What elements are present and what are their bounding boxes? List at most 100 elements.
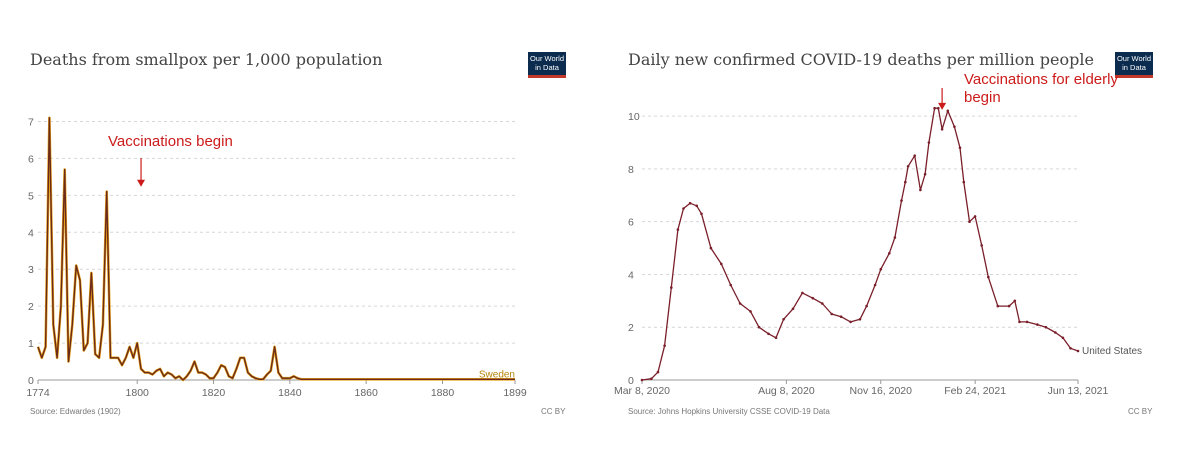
x-tick-label: Nov 16, 2020 [850,385,913,397]
data-point [656,370,660,374]
smallpox-chart-panel: Deaths from smallpox per 1,000 populatio… [26,50,566,416]
y-tick-label: 5 [28,190,34,202]
chart-title: Deaths from smallpox per 1,000 populatio… [30,50,383,69]
x-tick-label: Mar 8, 2020 [614,385,670,397]
data-point [849,320,852,324]
data-point [1007,304,1011,308]
data-point [996,304,1000,308]
data-point [782,318,785,321]
data-point [933,106,936,110]
data-point [1069,347,1072,350]
data-point [738,302,742,305]
data-point [962,180,966,184]
x-tick-label: 1774 [26,387,50,399]
data-point [958,146,962,150]
logo-text-line: in Data [1122,62,1146,72]
data-point [682,207,685,210]
series-line-united-states [641,107,1079,381]
x-tick-label: 1800 [126,387,150,399]
data-point [873,283,877,287]
x-tick-label: 1820 [202,387,226,399]
data-point [919,188,922,192]
data-point [937,106,940,110]
y-tick-label: 4 [28,227,34,239]
data-point [858,318,862,321]
data-point [774,336,778,340]
x-tick-label: 1880 [431,387,455,399]
annotation-text: Vaccinations for elderly [964,71,1118,88]
y-tick-label: 0 [28,375,34,387]
data-point [821,302,824,305]
data-point [720,262,723,266]
data-point [811,296,815,300]
logo-text-line: Our World [1116,54,1152,63]
y-tick-label: 10 [628,111,640,123]
source-note: Source: Johns Hopkins University CSSE CO… [628,407,830,416]
data-point [927,141,931,144]
data-point [650,377,653,381]
y-tick-label: 3 [28,264,34,276]
data-point [906,165,910,168]
data-point [700,212,703,216]
x-tick-label: 1840 [278,387,302,399]
y-tick-label: 2 [628,322,634,334]
data-point [888,252,891,255]
data-point [1036,323,1039,326]
y-tick-label: 1 [28,338,34,350]
data-point [663,344,666,348]
y-tick-label: 7 [28,116,34,128]
data-point [791,307,795,311]
smallpox-line-chart: 0 1 2 3 4 5 6 7 1774 1800 1820 1840 1860 1880 1899 Swed… [26,116,527,399]
data-point [676,228,680,231]
data-point [767,332,770,336]
x-tick-label: Aug 8, 2020 [758,385,815,397]
data-point [729,283,732,287]
data-point [968,220,971,223]
data-point [865,304,868,308]
annotation-text: begin [964,89,1001,106]
series-label-sweden: Sweden [479,369,515,380]
data-point [1025,320,1029,324]
data-point [946,109,950,113]
y-tick-label: 0 [628,375,634,387]
covid-line-chart: 0 2 4 6 8 10 Mar 8, 2020 Aug 8, 2020 Nov 16, 202… [614,71,1142,397]
data-point [1076,349,1080,353]
annotation-text: Vaccinations begin [108,133,233,150]
data-point [940,128,944,131]
source-note: Source: Edwardes (1902) [30,407,121,416]
y-tick-label: 6 [28,153,34,165]
data-point [1054,331,1057,334]
x-tick-label: Feb 24, 2021 [944,385,1006,397]
data-point [709,246,713,250]
series-label-united-states: United States [1082,346,1142,357]
data-point [913,154,916,157]
covid-chart-panel: Daily new confirmed COVID-19 deaths per … [600,0,1200,451]
data-point [801,291,804,295]
data-point [1061,336,1065,340]
license-link[interactable]: CC BY [1128,407,1153,416]
logo-text-line: Our World [529,54,565,63]
data-point [953,125,956,128]
license-link[interactable]: CC BY [541,407,566,416]
owid-logo[interactable]: Our World in Data [1115,52,1153,78]
chart-title: Daily new confirmed COVID-19 deaths per … [628,50,1094,69]
logo-text-line: in Data [535,62,559,72]
data-point [830,312,833,316]
data-point [1013,299,1017,303]
data-point [980,244,983,247]
series-line-sweden [37,117,515,381]
annotation-arrow-head [137,179,146,187]
data-point [757,325,761,329]
data-point [640,378,644,382]
annotation-arrow-head [938,102,947,110]
x-tick-label: Jun 13, 2021 [1048,385,1109,397]
data-point [973,215,977,218]
y-tick-label: 2 [28,301,34,313]
data-point [670,286,673,289]
data-point [893,236,897,239]
y-tick-label: 4 [628,269,634,281]
data-point [695,204,698,208]
data-point [1018,320,1021,324]
y-tick-label: 6 [628,217,634,229]
owid-logo[interactable]: Our World in Data [528,52,566,78]
